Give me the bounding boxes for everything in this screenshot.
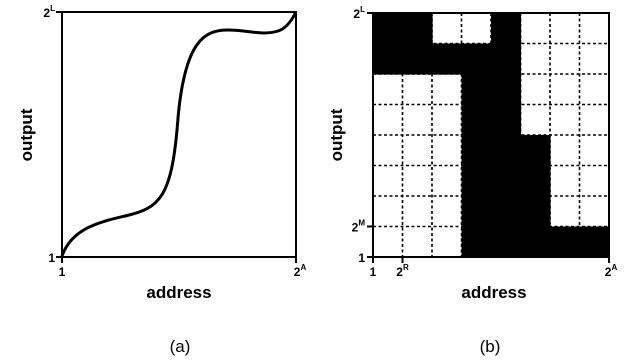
panel-b-filled-cell — [579, 226, 610, 258]
panel-b-x-tick-label-base: 1 — [370, 265, 377, 279]
panel-a-x-label: address — [146, 283, 211, 302]
panel-b-filled-cell — [402, 13, 433, 45]
panel-b-x-label: address — [461, 283, 526, 302]
panel-a: 1 2A 12L address output (a) — [17, 4, 306, 356]
panel-b-x-tick-label-exponent: A — [611, 263, 617, 272]
panel-b-filled-cell — [461, 226, 492, 258]
panel-b-filled-cell — [491, 104, 522, 136]
panel-a-x-tick-label-base: 1 — [59, 265, 66, 279]
panel-a-x-tick-label-exponent: A — [300, 263, 306, 272]
panel-b-filled-cell — [461, 104, 492, 136]
panel-b-filled-cell — [520, 226, 551, 258]
panel-a-x-tick-label-base: 2 — [294, 265, 301, 279]
panel-a-curve — [60, 11, 298, 257]
panel-a-y-tick-label-base: 2 — [43, 6, 50, 20]
panel-b-grid — [373, 13, 609, 257]
panel-b-filled-cells — [373, 13, 610, 258]
panel-b-x-tick-label-exponent: R — [403, 263, 409, 272]
panel-b-filled-cell — [520, 135, 551, 167]
panel-b-filled-cell — [432, 43, 463, 75]
panel-b-filled-cell — [373, 43, 404, 75]
panel-b-filled-cell — [491, 74, 522, 106]
panel-a-x-tick-label: 2A — [294, 263, 307, 279]
panel-b-filled-cell — [461, 135, 492, 167]
panel-a-y-tick-label-exponent: L — [50, 4, 55, 13]
panel-b-y-tick-label-base: 2 — [352, 221, 359, 235]
panel-b-caption: (b) — [480, 337, 501, 356]
panel-b-x-tick-label: 1 — [370, 265, 377, 279]
panel-b-filled-cell — [520, 196, 551, 228]
panel-b-filled-cell — [491, 135, 522, 167]
panel-b-filled-cell — [373, 13, 404, 45]
panel-a-y-tick-label: 1 — [48, 251, 55, 265]
panel-b-filled-cell — [461, 43, 492, 75]
panel-b-y-label: output — [327, 108, 346, 161]
panel-b-filled-cell — [491, 43, 522, 75]
panel-b-filled-cell — [491, 165, 522, 197]
panel-b-y-tick-label-base: 2 — [353, 7, 360, 21]
panel-b-x-tick-label-base: 2 — [396, 265, 403, 279]
panel-a-caption: (a) — [170, 337, 191, 356]
panel-a-y-tick-label-base: 1 — [48, 251, 55, 265]
panel-b-y-tick-label: 2L — [353, 5, 365, 21]
panel-b-filled-cell — [491, 196, 522, 228]
panel-b-filled-cell — [461, 74, 492, 106]
panel-b-filled-cell — [461, 165, 492, 197]
panel-a-frame — [61, 11, 297, 258]
panel-a-y-tick-label: 2L — [43, 4, 55, 20]
panel-b-y-tick-label-exponent: M — [358, 219, 365, 228]
panel-a-y-label: output — [17, 108, 36, 161]
panel-b-filled-cell — [550, 226, 581, 258]
panel-b-x-ticks: 1 2R 2A — [370, 257, 618, 279]
panel-b-y-tick-label: 2M — [352, 219, 366, 235]
panel-b-filled-cell — [491, 13, 522, 45]
panel-b-y-tick-label-exponent: L — [360, 5, 365, 14]
panel-b-x-tick-label-base: 2 — [605, 265, 612, 279]
panel-a-x-ticks: 1 2A — [59, 257, 307, 279]
panel-b-y-tick-label: 1 — [358, 251, 365, 265]
panel-b-frame — [372, 12, 610, 258]
panel-b-filled-cell — [491, 226, 522, 258]
panel-a-x-tick-label: 1 — [59, 265, 66, 279]
panel-b-filled-cell — [402, 43, 433, 75]
panel-b-filled-cell — [461, 196, 492, 228]
panel-a-y-ticks: 1 2L — [43, 4, 62, 265]
panel-b-y-tick-label-base: 1 — [358, 251, 365, 265]
panel-b-x-tick-label: 2R — [396, 263, 409, 279]
panel-b-x-tick-label: 2A — [605, 263, 618, 279]
panel-b-filled-cell — [520, 165, 551, 197]
